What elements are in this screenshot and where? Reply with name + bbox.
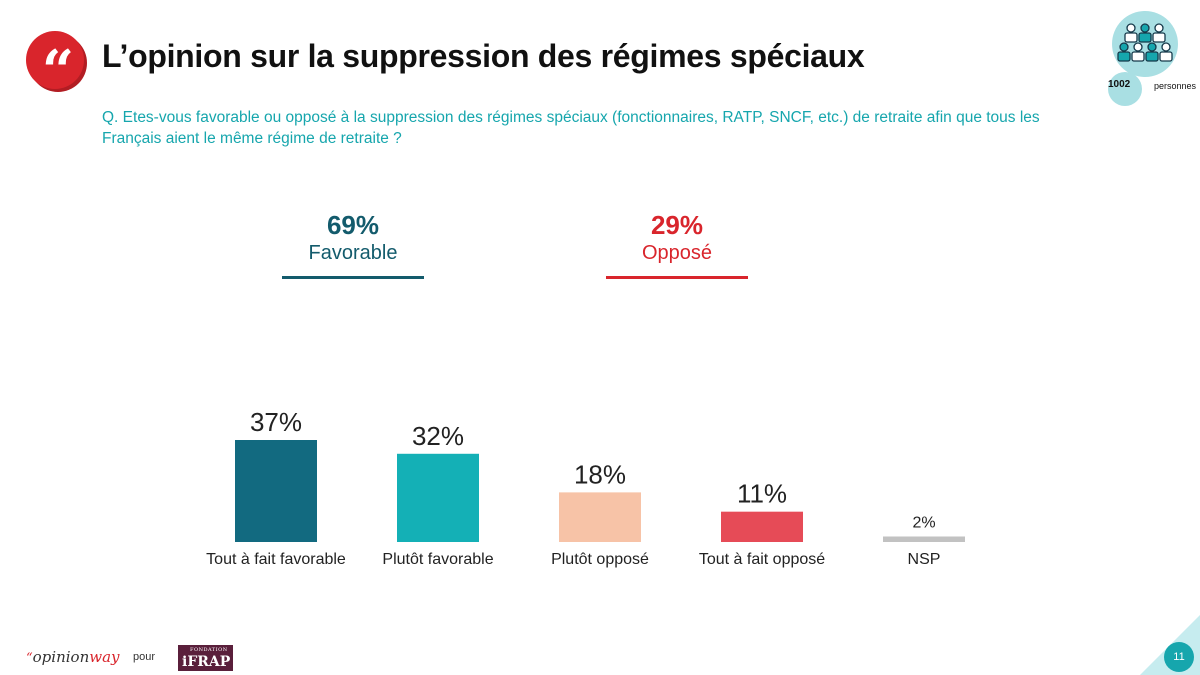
favorable-label: Favorable (308, 242, 398, 264)
sample-count-circle (1108, 72, 1142, 106)
category-label-plutot-favorable: Plutôt favorable (382, 551, 493, 568)
oppose-underline (606, 276, 748, 279)
sample-count: 1002 (1108, 79, 1131, 90)
favorable-summary: 69% Favorable (278, 210, 428, 279)
category-label-tout-a-fait-favorable: Tout à fait favorable (206, 551, 346, 568)
bar-nsp (883, 536, 965, 542)
bar-plutot-oppose (559, 492, 641, 542)
value-label-nsp: 2% (912, 514, 935, 531)
oppose-label: Opposé (641, 242, 713, 264)
value-label-tout-a-fait-favorable: 37% (250, 407, 302, 437)
sample-label: personnes (1154, 81, 1197, 91)
value-label-plutot-favorable: 32% (412, 421, 464, 451)
bar-plutot-favorable (397, 453, 479, 542)
category-label-plutot-oppose: Plutôt opposé (551, 551, 649, 568)
survey-question: Q. Etes-vous favorable ou opposé à la su… (102, 109, 1040, 147)
value-label-tout-a-fait-oppose: 11% (737, 479, 787, 509)
sample-size-badge: 1002 personnes (1104, 10, 1200, 106)
value-label-plutot-oppose: 18% (574, 459, 626, 489)
favorable-total: 69% (326, 210, 380, 240)
page-title: L’opinion sur la suppression des régimes… (102, 38, 865, 74)
quote-icon: “ (26, 31, 84, 99)
oppose-summary: 29% Opposé (602, 210, 752, 279)
favorable-underline (282, 276, 424, 279)
ifrap-logo: FONDATION iFRAP (178, 645, 233, 671)
people-group-icon (1112, 11, 1178, 77)
category-label-tout-a-fait-oppose: Tout à fait opposé (699, 551, 825, 568)
bar-tout-a-fait-favorable (235, 440, 317, 542)
page-number: 11 (1164, 642, 1194, 672)
oppose-total: 29% (650, 210, 704, 240)
footer-pour: pour (133, 651, 156, 663)
opinionway-logo: “opinionway (26, 648, 120, 666)
category-label-nsp: NSP (908, 551, 941, 568)
bar-tout-a-fait-oppose (721, 511, 803, 542)
